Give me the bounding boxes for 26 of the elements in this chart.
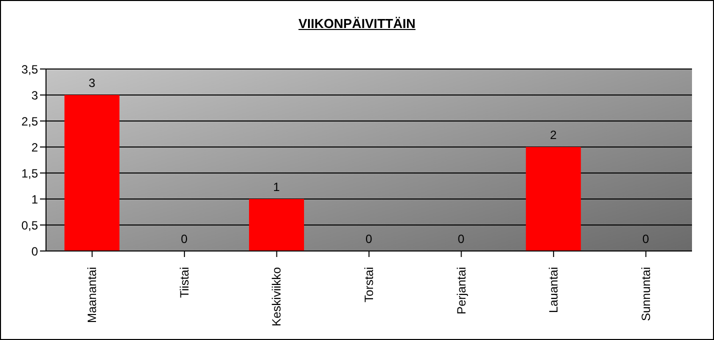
bar <box>526 147 581 251</box>
bar <box>249 199 304 251</box>
x-tick-label: Sunnuntai <box>638 267 653 322</box>
x-tick-label: Lauantai <box>546 267 561 314</box>
data-label: 1 <box>273 180 280 194</box>
y-tick-label: 3,5 <box>21 62 38 76</box>
y-tick-label: 0,5 <box>21 218 38 232</box>
data-label: 2 <box>550 128 558 142</box>
x-tick-label: Maanantai <box>85 267 100 324</box>
data-label: 0 <box>458 232 465 246</box>
x-tick-label: Torstai <box>362 267 376 302</box>
chart-title: VIIKONPÄIVITTÄIN <box>297 16 416 31</box>
x-tick-label: Tiistai <box>177 267 192 298</box>
y-tick-label: 0 <box>31 244 38 258</box>
y-tick-label: 3 <box>31 88 38 102</box>
data-label: 0 <box>180 232 188 246</box>
y-tick-label: 1 <box>31 192 38 206</box>
bar <box>64 95 120 251</box>
data-label: 0 <box>642 232 650 246</box>
y-tick-label: 2,5 <box>21 114 38 128</box>
y-tick-label: 1,5 <box>21 166 38 180</box>
data-label: 3 <box>88 76 96 90</box>
x-tick-label: Keskiviikko <box>270 266 284 326</box>
data-label: 0 <box>365 232 372 246</box>
y-tick-label: 2 <box>31 140 38 154</box>
x-tick-label: Perjantai <box>454 267 468 314</box>
